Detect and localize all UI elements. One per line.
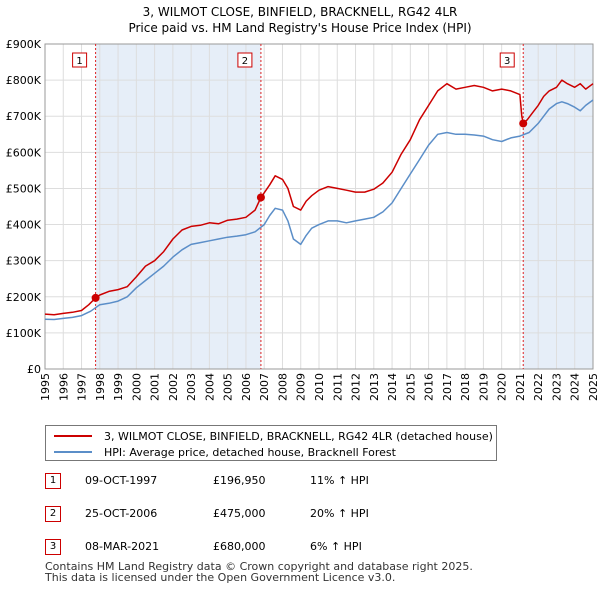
chart-title: 3, WILMOT CLOSE, BINFIELD, BRACKNELL, RG…: [0, 4, 600, 36]
plot-frame: [44, 43, 594, 370]
x-tick-label: 1997: [76, 373, 89, 401]
footer-line-2: This data is licensed under the Open Gov…: [45, 571, 396, 584]
sale-row: 1 09-OCT-1997 £196,950 11% ↑ HPI: [45, 473, 425, 491]
sale-label-box: [72, 52, 88, 68]
tick-labels: £0 £100K £200K £300K £400K £500K £600K £700K £80…: [6, 38, 600, 401]
x-tick-label: 2020: [496, 373, 509, 401]
sale-hpi-diff: 20% ↑ HPI: [310, 507, 369, 520]
sale-price: £475,000: [213, 507, 266, 520]
shaded-ranges: [95, 44, 593, 369]
x-tick-label: 2023: [550, 373, 563, 401]
shaded-range: [95, 44, 261, 369]
x-tick-label: 1999: [112, 373, 125, 401]
sale-label-box: [237, 52, 253, 68]
legend-item-property: 3, WILMOT CLOSE, BINFIELD, BRACKNELL, RG…: [54, 428, 493, 444]
sale-price: £680,000: [213, 540, 266, 553]
axes: [44, 43, 594, 370]
title-line-1: 3, WILMOT CLOSE, BINFIELD, BRACKNELL, RG…: [142, 5, 458, 19]
sale-hpi-diff: 6% ↑ HPI: [310, 540, 362, 553]
x-tick-label: 1996: [57, 373, 70, 401]
x-tick-label: 2005: [222, 373, 235, 401]
x-tick-label: 2021: [514, 373, 527, 401]
y-tick-label: £600K: [6, 146, 42, 159]
sale-label-text: 1: [76, 56, 82, 67]
x-tick-label: 2001: [149, 373, 162, 401]
sale-point: [256, 193, 265, 202]
x-tick-label: 2014: [386, 373, 399, 401]
sale-hpi-diff: 11% ↑ HPI: [310, 474, 369, 487]
sale-date: 25-OCT-2006: [85, 507, 158, 520]
x-tick-label: 2016: [423, 373, 436, 401]
y-tick-label: £400K: [6, 219, 42, 232]
sale-label-box: [499, 52, 515, 68]
x-tick-label: 1995: [39, 373, 52, 401]
sale-label-text: 2: [242, 56, 248, 67]
y-tick-label: £800K: [6, 74, 42, 87]
sale-label-text: 3: [504, 56, 510, 67]
x-tick-label: 2019: [477, 373, 490, 401]
sale-row: 2 25-OCT-2006 £475,000 20% ↑ HPI: [45, 506, 425, 524]
sale-date: 09-OCT-1997: [85, 474, 158, 487]
shaded-range: [523, 44, 593, 369]
x-tick-label: 2018: [459, 373, 472, 401]
sale-number-badge: 3: [45, 539, 61, 555]
x-tick-label: 2009: [295, 373, 308, 401]
sale-row: 3 08-MAR-2021 £680,000 6% ↑ HPI: [45, 539, 425, 557]
legend-swatch-property: [54, 435, 92, 437]
legend-label-property: 3, WILMOT CLOSE, BINFIELD, BRACKNELL, RG…: [104, 429, 493, 443]
y-tick-label: £200K: [6, 291, 42, 304]
x-tick-label: 2002: [167, 373, 180, 401]
sale-points: [91, 119, 528, 302]
title-line-2: Price paid vs. HM Land Registry's House …: [128, 21, 472, 35]
footer-line-1: Contains HM Land Registry data © Crown c…: [45, 560, 473, 573]
x-tick-label: 2025: [587, 373, 600, 401]
series-line-hpi: [44, 99, 594, 321]
x-tick-label: 2012: [350, 373, 363, 401]
x-tick-label: 2006: [240, 373, 253, 401]
sale-number-badge: 1: [45, 473, 61, 489]
y-tick-label: £900K: [6, 38, 42, 51]
x-tick-label: 2017: [441, 373, 454, 401]
x-tick-label: 2011: [331, 373, 344, 401]
y-tick-label: £300K: [6, 255, 42, 268]
y-tick-label: £0: [27, 363, 41, 376]
legend-item-hpi: HPI: Average price, detached house, Brac…: [54, 444, 396, 460]
legend: 3, WILMOT CLOSE, BINFIELD, BRACKNELL, RG…: [45, 425, 497, 461]
sale-point: [519, 119, 528, 128]
x-tick-label: 2004: [203, 373, 216, 401]
y-tick-label: £500K: [6, 182, 42, 195]
footer-attribution: Contains HM Land Registry data © Crown c…: [45, 561, 473, 583]
x-tick-label: 2010: [313, 373, 326, 401]
x-tick-label: 2000: [130, 373, 143, 401]
sale-point: [91, 293, 100, 302]
x-tick-label: 1998: [94, 373, 107, 401]
sale-number-badge: 2: [45, 506, 61, 522]
sale-labels: 1 2 3: [72, 52, 515, 68]
x-tick-label: 2007: [258, 373, 271, 401]
x-tick-label: 2003: [185, 373, 198, 401]
x-tick-label: 2008: [276, 373, 289, 401]
x-tick-label: 2024: [569, 373, 582, 401]
y-tick-label: £700K: [6, 110, 42, 123]
legend-label-hpi: HPI: Average price, detached house, Brac…: [104, 445, 396, 459]
sale-date: 08-MAR-2021: [85, 540, 160, 553]
y-tick-label: £100K: [6, 327, 42, 340]
price-chart: 1 2 3 £0 £100K £200K £300K £400K £500K £600K £700…: [6, 38, 600, 401]
x-tick-label: 2013: [368, 373, 381, 401]
sale-price: £196,950: [213, 474, 266, 487]
x-tick-label: 2022: [532, 373, 545, 401]
x-tick-label: 2015: [404, 373, 417, 401]
legend-swatch-hpi: [54, 451, 92, 453]
